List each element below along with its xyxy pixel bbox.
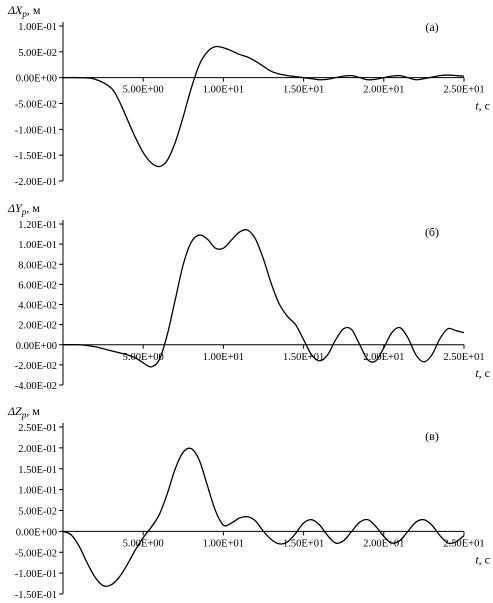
x-tick-label: 1.50E+01 xyxy=(283,85,324,96)
panel-3: 2.50E-01 2.00E-01 1.50E-01 1.00E-01 5.00E-02… xyxy=(7,404,490,601)
y-tick-label: 0.00E+00 xyxy=(16,341,57,352)
y-axis-label-sub: p xyxy=(21,410,27,420)
y-tick-label: 0.00E+00 xyxy=(16,74,57,85)
x-tick-label: 1.00E+01 xyxy=(203,85,244,96)
x-tick-label: 2.00E+01 xyxy=(363,352,404,363)
x-axis-label: t, с xyxy=(475,99,490,113)
y-tick-label: 1.50E-01 xyxy=(18,465,57,476)
y-tick-label: 2.00E-02 xyxy=(18,321,57,332)
x-tick-label: 5.00E+00 xyxy=(123,352,164,363)
x-axis-label-main: t xyxy=(475,366,479,380)
series-line xyxy=(62,447,465,587)
x-tick-label: 5.00E+00 xyxy=(123,538,164,549)
y-tick-label: -1.00E-01 xyxy=(15,125,57,136)
x-axis-label-main: t xyxy=(475,99,479,113)
y-axis-label: ΔYp, м xyxy=(7,201,40,217)
x-tick-label: 5.00E+00 xyxy=(123,85,164,96)
x-axis-label-unit: , с xyxy=(479,99,490,113)
y-axis-label: ΔZp, м xyxy=(7,404,40,420)
y-tick-label: -5.00E-02 xyxy=(15,548,57,559)
panel-2: 1.20E-01 1.00E-01 8.00E-02 6.00E-02 4.00E-02… xyxy=(7,201,490,392)
y-tick-label: -1.50E-01 xyxy=(15,590,57,601)
y-tick-label: 5.00E-02 xyxy=(18,48,57,59)
y-axis-label-main: ΔZ xyxy=(7,404,22,418)
y-axis-label-unit: , м xyxy=(27,3,41,17)
y-axis-label-unit: , м xyxy=(26,404,40,418)
y-tick-label: -4.00E-02 xyxy=(15,381,57,392)
x-tick-label: 2.50E+01 xyxy=(443,352,484,363)
y-axis-label-sub: p xyxy=(21,207,27,217)
panel-1: 1.00E-01 5.00E-02 0.00E+00 -5.00E-02 -1.00E-… xyxy=(7,3,490,188)
y-tick-label: 0.00E+00 xyxy=(16,527,57,538)
x-axis-label-unit: , с xyxy=(479,552,490,566)
x-tick-label: 1.50E+01 xyxy=(283,538,324,549)
x-axis-label-unit: , с xyxy=(479,366,490,380)
x-tick-label: 2.00E+01 xyxy=(363,538,404,549)
y-tick-label: 6.00E-02 xyxy=(18,280,57,291)
y-tick-label: 1.00E-01 xyxy=(18,22,57,33)
y-tick-label: 4.00E-02 xyxy=(18,301,57,312)
y-tick-label: 1.00E-01 xyxy=(18,486,57,497)
y-tick-label: 2.00E-01 xyxy=(18,444,57,455)
y-axis-label-main: ΔX xyxy=(7,3,23,17)
x-axis-label: t, с xyxy=(475,366,490,380)
y-tick-label: 1.20E-01 xyxy=(18,220,57,231)
x-tick-label: 1.00E+01 xyxy=(203,538,244,549)
y-tick-label: -2.00E-02 xyxy=(15,361,57,372)
y-tick-label: 2.50E-01 xyxy=(18,423,57,434)
y-tick-label: -5.00E-02 xyxy=(15,100,57,111)
series-line xyxy=(62,45,465,168)
x-axis-label-main: t xyxy=(475,552,479,566)
y-tick-label: 1.00E-01 xyxy=(18,240,57,251)
panel-label: (а) xyxy=(425,20,438,34)
x-tick-label: 1.50E+01 xyxy=(283,352,324,363)
x-tick-label: 2.00E+01 xyxy=(363,85,404,96)
y-tick-label: 8.00E-02 xyxy=(18,260,57,271)
panel-label: (б) xyxy=(425,225,439,239)
series-line xyxy=(62,228,465,368)
x-axis-label: t, с xyxy=(475,552,490,566)
x-tick-label: 1.00E+01 xyxy=(203,352,244,363)
y-axis-label: ΔXp, м xyxy=(7,3,41,19)
y-tick-label: -1.00E-01 xyxy=(15,569,57,580)
y-tick-label: -2.00E-01 xyxy=(15,177,57,188)
x-tick-label: 2.50E+01 xyxy=(443,85,484,96)
panel-label: (в) xyxy=(425,429,439,443)
y-tick-label: -1.50E-01 xyxy=(15,151,57,162)
y-axis-label-main: ΔY xyxy=(7,201,23,215)
x-tick-label: 2.50E+01 xyxy=(443,538,484,549)
y-axis-label-sub: p xyxy=(21,9,27,19)
y-tick-label: 5.00E-02 xyxy=(18,507,57,518)
y-axis-label-unit: , м xyxy=(26,201,40,215)
